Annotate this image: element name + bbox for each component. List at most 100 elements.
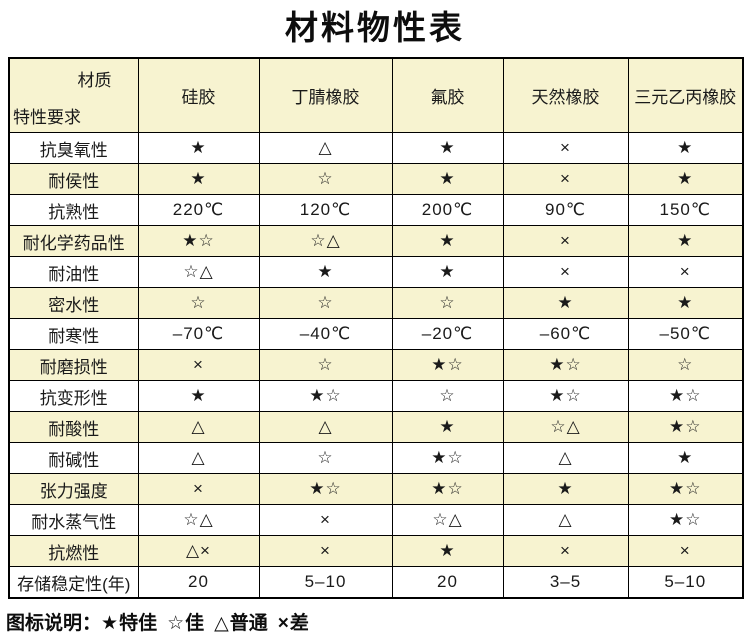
row-label: 耐磨损性 (8, 349, 139, 381)
cell-value: ☆ (258, 442, 393, 474)
column-header-nitrile-rubber: 丁腈橡胶 (258, 57, 393, 133)
column-header-silicone: 硅胶 (137, 57, 260, 133)
legend-label-good: 佳 (185, 613, 205, 634)
cell-value: 120℃ (258, 194, 393, 226)
cell-value: ★ (391, 411, 504, 443)
cell-value: 20 (391, 566, 504, 599)
row-label: 抗熟性 (8, 194, 139, 226)
cell-value: ☆△ (258, 225, 393, 257)
legend-label-excellent: 特佳 (119, 613, 158, 634)
cell-value: × (258, 504, 393, 536)
header-row: 材质 特性要求 硅胶 丁腈橡胶 氟胶 天然橡胶 三元乙丙橡胶 (8, 57, 744, 133)
cell-value: △ (137, 442, 260, 474)
cell-value: × (502, 132, 629, 164)
cell-value: △ (502, 504, 629, 536)
cell-value: × (502, 163, 629, 195)
cell-value: ★ (627, 132, 744, 164)
corner-label-property: 特性要求 (13, 108, 81, 127)
cell-value: × (137, 349, 260, 381)
cell-value: ★☆ (502, 380, 629, 412)
cell-value: 20 (137, 566, 260, 599)
cell-value: ☆△ (391, 504, 504, 536)
cell-value: × (627, 256, 744, 288)
cell-value: ☆ (391, 287, 504, 319)
cell-value: ★☆ (627, 411, 744, 443)
cell-value: ★ (391, 163, 504, 195)
corner-header-cell: 材质 特性要求 (8, 57, 139, 133)
legend: 图标说明：★特佳 ☆佳 △普通 ×差 (6, 608, 750, 635)
cell-value: ★ (627, 287, 744, 319)
cell-value: ★ (258, 256, 393, 288)
material-properties-table: 材质 特性要求 硅胶 丁腈橡胶 氟胶 天然橡胶 三元乙丙橡胶 抗臭氧性 ★ △ ★ × ★… (8, 57, 744, 599)
row-label: 抗臭氧性 (8, 132, 139, 164)
cell-value: ★ (137, 132, 260, 164)
cell-value: ☆△ (137, 504, 260, 536)
cell-value: ☆△ (502, 411, 629, 443)
row-label: 存储稳定性(年) (8, 566, 139, 599)
row-label: 密水性 (8, 287, 139, 319)
table-row: 耐磨损性 × ☆ ★☆ ★☆ ☆ (8, 349, 744, 381)
cell-value: × (137, 473, 260, 505)
table-body: 抗臭氧性 ★ △ ★ × ★ 耐侯性 ★ ☆ ★ × ★ 抗熟性 220℃ 120℃ 200℃ 90℃ 150℃ 耐… (8, 132, 744, 599)
row-label: 耐水蒸气性 (8, 504, 139, 536)
cell-value: ★ (391, 256, 504, 288)
cell-value: 90℃ (502, 194, 629, 226)
cell-value: 5–10 (258, 566, 393, 599)
cell-value: –70℃ (137, 318, 260, 350)
cell-value: ★ (391, 535, 504, 567)
column-header-epdm: 三元乙丙橡胶 (627, 57, 744, 133)
cell-value: –20℃ (391, 318, 504, 350)
cell-value: ☆ (258, 349, 393, 381)
cross-icon: × (277, 613, 289, 634)
cell-value: ☆ (258, 163, 393, 195)
cell-value: ☆ (258, 287, 393, 319)
cell-value: ★ (627, 225, 744, 257)
cell-value: ★ (137, 163, 260, 195)
cell-value: 5–10 (627, 566, 744, 599)
cell-value: ★ (391, 132, 504, 164)
table-row: 抗臭氧性 ★ △ ★ × ★ (8, 132, 744, 164)
row-label: 耐化学药品性 (8, 225, 139, 257)
cell-value: △ (137, 411, 260, 443)
cell-value: × (502, 535, 629, 567)
cell-value: ★☆ (627, 380, 744, 412)
cell-value: ★ (502, 287, 629, 319)
cell-value: △ (502, 442, 629, 474)
table-row: 密水性 ☆ ☆ ☆ ★ ★ (8, 287, 744, 319)
table-row: 耐油性 ☆△ ★ ★ × × (8, 256, 744, 288)
cell-value: ☆ (391, 380, 504, 412)
row-label: 耐寒性 (8, 318, 139, 350)
cell-value: ★☆ (258, 473, 393, 505)
cell-value: ★ (391, 225, 504, 257)
cell-value: ★☆ (137, 225, 260, 257)
cell-value: ★ (502, 473, 629, 505)
table-row: 抗熟性 220℃ 120℃ 200℃ 90℃ 150℃ (8, 194, 744, 226)
column-header-fluororubber: 氟胶 (391, 57, 504, 133)
corner-label-material: 材质 (77, 71, 112, 90)
cell-value: ★☆ (502, 349, 629, 381)
row-label: 张力强度 (8, 473, 139, 505)
column-header-natural-rubber: 天然橡胶 (502, 57, 629, 133)
legend-prefix: 图标说明： (6, 613, 102, 634)
cell-value: –60℃ (502, 318, 629, 350)
row-label: 耐油性 (8, 256, 139, 288)
cell-value: –40℃ (258, 318, 393, 350)
row-label: 耐碱性 (8, 442, 139, 474)
cell-value: × (627, 535, 744, 567)
cell-value: △ (258, 411, 393, 443)
cell-value: 220℃ (137, 194, 260, 226)
table-row: 耐酸性 △ △ ★ ☆△ ★☆ (8, 411, 744, 443)
cell-value: ★ (137, 380, 260, 412)
legend-label-average: 普通 (229, 613, 268, 634)
cell-value: ☆ (137, 287, 260, 319)
legend-label-poor: 差 (289, 613, 309, 634)
cell-value: ★ (627, 163, 744, 195)
cell-value: △ (258, 132, 393, 164)
cell-value: ★ (627, 442, 744, 474)
cell-value: × (502, 225, 629, 257)
cell-value: 150℃ (627, 194, 744, 226)
star-filled-icon: ★ (101, 613, 119, 634)
page-title: 材料物性表 (285, 9, 465, 46)
cell-value: ★☆ (391, 349, 504, 381)
